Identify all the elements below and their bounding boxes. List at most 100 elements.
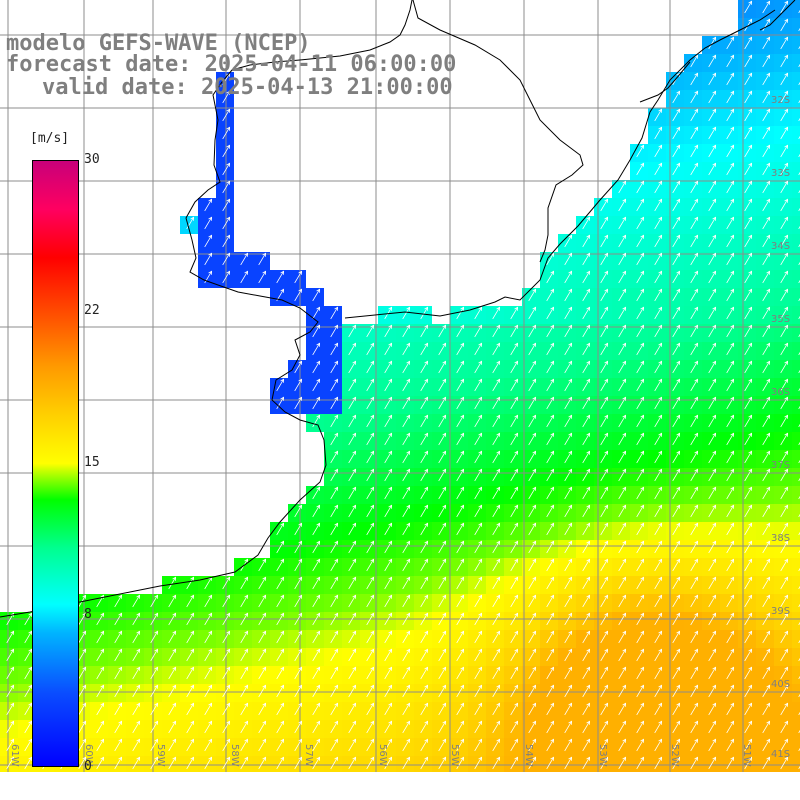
wind-arrow [636,252,645,266]
lat-label: 41S [771,749,790,760]
wind-arrow [564,720,573,734]
wind-arrow [438,396,447,410]
wind-arrow [672,396,681,410]
wind-arrow [780,396,789,410]
wind-arrow [690,450,699,464]
wind-arrow [402,324,411,338]
wind-arrow [672,450,681,464]
wind-arrow [132,720,141,734]
wind-arrow [186,612,195,626]
wind-arrow [708,414,717,428]
wind-arrow [636,162,645,176]
wind-arrow [492,342,501,356]
wind-cell [792,162,800,180]
wind-arrow [564,576,573,590]
wind-arrow [564,558,573,572]
wind-arrow [780,36,789,50]
wind-arrow [582,684,591,698]
wind-arrow [240,756,249,770]
wind-arrow [438,756,447,770]
lat-label: 34S [771,241,790,252]
wind-arrow [240,738,249,752]
wind-arrow [384,720,393,734]
wind-arrow [474,486,483,500]
wind-arrow [672,144,681,158]
wind-arrow [348,648,357,662]
wind-arrow [654,378,663,392]
wind-arrow [402,612,411,626]
wind-arrow [780,756,789,770]
wind-cell [792,324,800,342]
wind-arrow [690,90,699,104]
wind-arrow [456,666,465,680]
wind-cell [792,126,800,144]
wind-arrow [780,162,789,176]
wind-arrow [528,324,537,338]
wind-arrow [312,378,321,392]
wind-arrow [96,612,105,626]
wind-arrow [474,432,483,446]
wind-arrow [726,666,735,680]
wind-arrow [600,738,609,752]
wind-arrow [672,630,681,644]
wind-arrow [456,396,465,410]
wind-arrow [312,612,321,626]
wind-arrow [474,504,483,518]
wind-arrow [294,504,303,518]
wind-arrow [780,630,789,644]
wind-arrow [456,306,465,320]
wind-arrow [690,288,699,302]
wind-arrow [204,594,213,608]
wind-arrow [294,756,303,770]
wind-arrow [546,756,555,770]
lon-label: 52W [669,744,680,767]
wind-arrow [618,450,627,464]
wind-arrow [510,756,519,770]
wind-arrow [744,630,753,644]
wind-arrow [546,720,555,734]
wind-arrow [762,414,771,428]
wind-arrow [636,360,645,374]
wind-arrow [420,396,429,410]
wind-arrow [762,666,771,680]
wind-arrow [528,468,537,482]
wind-arrow [690,486,699,500]
wind-arrow [456,630,465,644]
wind-arrow [330,738,339,752]
wind-arrow [492,558,501,572]
wind-arrow [600,414,609,428]
wind-arrow [222,594,231,608]
wind-arrow [456,450,465,464]
wind-arrow [672,540,681,554]
wind-arrow [312,522,321,536]
wind-arrow [780,540,789,554]
wind-arrow [78,702,87,716]
lon-label: 60W [83,744,94,767]
wind-arrow [744,378,753,392]
wind-cell [792,522,800,540]
wind-arrow [636,738,645,752]
wind-arrow [258,702,267,716]
wind-cell [792,378,800,396]
wind-arrow [312,360,321,374]
wind-arrow [690,738,699,752]
wind-arrow [348,702,357,716]
wind-arrow [402,576,411,590]
wind-arrow [168,648,177,662]
wind-arrow [312,738,321,752]
wind-arrow [402,666,411,680]
wind-arrow [654,702,663,716]
wind-arrow [708,126,717,140]
wind-arrow [762,378,771,392]
wind-arrow [420,702,429,716]
wind-arrow [582,324,591,338]
wind-arrow [420,630,429,644]
wind-arrow [726,270,735,284]
wind-arrow [690,126,699,140]
wind-arrow [420,648,429,662]
wind-arrow [636,378,645,392]
wind-arrow [366,504,375,518]
wind-arrow [456,576,465,590]
wind-cell [792,198,800,216]
